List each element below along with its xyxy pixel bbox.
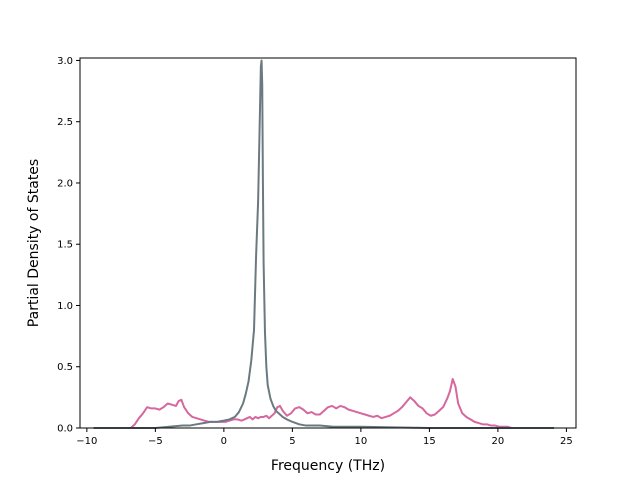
plot-frame: [79, 57, 577, 429]
x-tick-label: −10: [76, 436, 97, 447]
x-axis-label: Frequency (THz): [271, 458, 385, 474]
series-layer: [93, 59, 555, 429]
y-axis-label: Partial Density of States: [26, 159, 42, 327]
ticks-layer: −10 −5 0 5 10 15 20 25 0.0 0.5 1.0 1.5 2.0 2.5 3.0: [57, 56, 573, 447]
x-tick-label: −5: [148, 436, 163, 447]
x-tick-label: 15: [423, 436, 436, 447]
plot-area: [80, 58, 576, 428]
y-tick-label: 1.5: [57, 240, 73, 251]
x-tick-label: 10: [355, 436, 368, 447]
x-tick-label: 5: [289, 436, 295, 447]
series-line-2: [93, 59, 555, 429]
y-tick-label: 2.5: [57, 117, 73, 128]
series-line-1: [93, 377, 516, 429]
y-tick-label: 0.0: [57, 424, 73, 435]
x-tick-label: 0: [221, 436, 227, 447]
x-tick-label: 25: [560, 436, 573, 447]
y-tick-label: 3.0: [57, 56, 73, 67]
y-tick-label: 1.0: [57, 301, 73, 312]
y-tick-label: 2.0: [57, 178, 73, 189]
y-tick-label: 0.5: [57, 362, 73, 373]
x-tick-label: 20: [492, 436, 505, 447]
